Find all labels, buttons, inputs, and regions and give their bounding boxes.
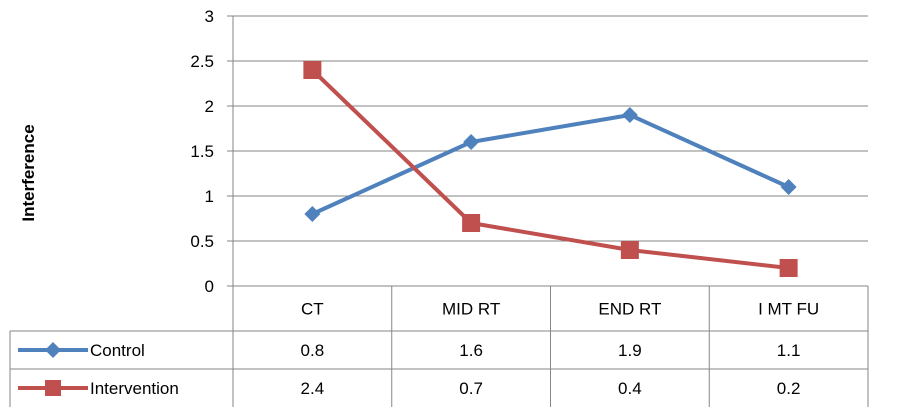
y-axis-ticks: 0 0.5 1 1.5 2 2.5 3 bbox=[190, 7, 214, 296]
table-value: 0.8 bbox=[301, 341, 325, 360]
data-point-diamond bbox=[304, 206, 320, 222]
table-value: 0.2 bbox=[777, 379, 801, 398]
y-tick-label: 3 bbox=[205, 7, 214, 26]
table-value: 0.7 bbox=[459, 379, 483, 398]
table-value: 1.1 bbox=[777, 341, 801, 360]
x-category-label: MID RT bbox=[442, 300, 500, 319]
series-line-intervention bbox=[312, 70, 788, 268]
data-point-square bbox=[621, 241, 639, 259]
table-value: 2.4 bbox=[301, 379, 325, 398]
data-point-diamond bbox=[463, 134, 479, 150]
data-table: CT MID RT END RT I MT FU Control 0.8 1.6 1.9 1.1… bbox=[10, 286, 868, 407]
data-point-square bbox=[780, 259, 798, 277]
x-category-label: I MT FU bbox=[758, 300, 819, 319]
y-tick-label: 2 bbox=[205, 97, 214, 116]
data-point-square bbox=[303, 61, 321, 79]
x-category-label: END RT bbox=[598, 300, 661, 319]
gridlines bbox=[227, 16, 868, 331]
x-category-label: CT bbox=[301, 300, 324, 319]
legend-label: Control bbox=[90, 341, 145, 360]
y-tick-label: 1.5 bbox=[190, 142, 214, 161]
series-line-control bbox=[312, 115, 788, 214]
data-point-diamond bbox=[622, 107, 638, 123]
table-value: 1.9 bbox=[618, 341, 642, 360]
y-tick-label: 1 bbox=[205, 187, 214, 206]
y-tick-label: 2.5 bbox=[190, 52, 214, 71]
table-value: 1.6 bbox=[459, 341, 483, 360]
y-axis-label: Interference bbox=[19, 124, 38, 221]
legend-square-marker bbox=[45, 380, 61, 396]
data-point-diamond bbox=[781, 179, 797, 195]
y-tick-label: 0.5 bbox=[190, 232, 214, 251]
y-tick-label: 0 bbox=[205, 277, 214, 296]
series-lines bbox=[303, 61, 797, 277]
legend-diamond-marker bbox=[45, 342, 61, 358]
data-point-square bbox=[462, 214, 480, 232]
legend-label: Intervention bbox=[90, 379, 179, 398]
table-value: 0.4 bbox=[618, 379, 642, 398]
